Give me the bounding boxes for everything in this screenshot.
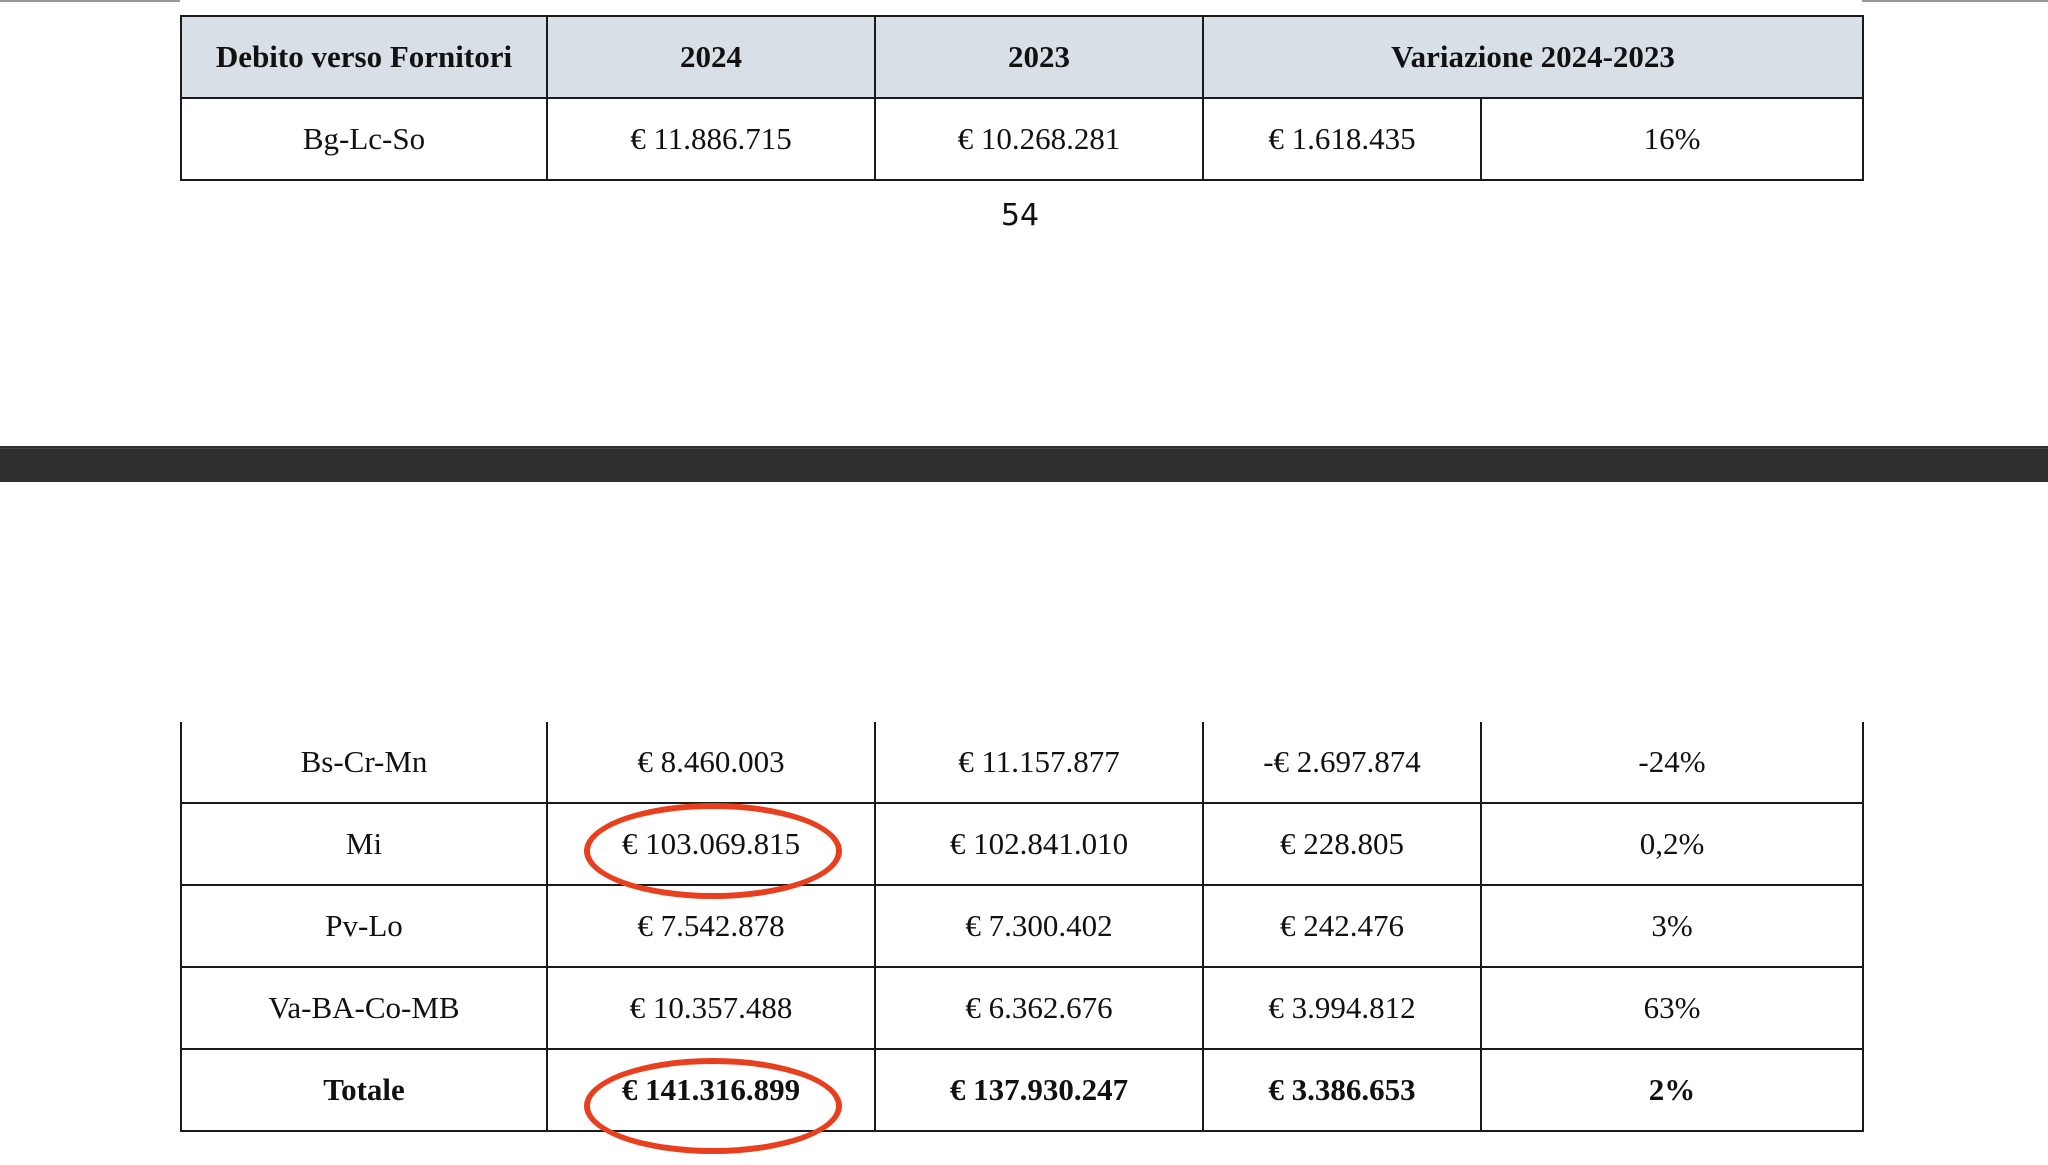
cell-2024: € 8.460.003 bbox=[546, 722, 876, 804]
table-row: Va-BA-Co-MB € 10.357.488 € 6.362.676 € 3… bbox=[180, 966, 1864, 1050]
cell-total-variation-abs: € 3.386.653 bbox=[1202, 1048, 1482, 1132]
table-row: Mi € 103.069.815 € 102.841.010 € 228.805… bbox=[180, 802, 1864, 886]
header-cell-variation: Variazione 2024-2023 bbox=[1201, 15, 1865, 99]
cell-variation-abs: € 242.476 bbox=[1202, 884, 1482, 968]
page-number: 54 bbox=[1000, 198, 1040, 233]
cell-total-label: Totale bbox=[180, 1048, 548, 1132]
cell-2023: € 6.362.676 bbox=[874, 966, 1204, 1050]
cell-2023: € 7.300.402 bbox=[874, 884, 1204, 968]
cell-2024: € 10.357.488 bbox=[546, 966, 876, 1050]
table-total-row: Totale € 141.316.899 € 137.930.247 € 3.3… bbox=[180, 1048, 1864, 1132]
page-edge-line bbox=[0, 0, 180, 2]
cell-total-2023: € 137.930.247 bbox=[874, 1048, 1204, 1132]
table-row: Bs-Cr-Mn € 8.460.003 € 11.157.877 -€ 2.6… bbox=[180, 722, 1864, 804]
cell-total-variation-pct: 2% bbox=[1480, 1048, 1864, 1132]
cell-variation-abs: € 228.805 bbox=[1202, 802, 1482, 886]
cell-2024: € 11.886.715 bbox=[546, 97, 876, 181]
cell-2024: € 103.069.815 bbox=[546, 802, 876, 886]
cell-variation-pct: 63% bbox=[1480, 966, 1864, 1050]
cell-variation-pct: 16% bbox=[1479, 97, 1865, 181]
cell-variation-abs: € 3.994.812 bbox=[1202, 966, 1482, 1050]
cell-area: Mi bbox=[180, 802, 548, 886]
cell-2023: € 11.157.877 bbox=[874, 722, 1204, 804]
cell-area: Bs-Cr-Mn bbox=[180, 722, 548, 804]
header-cell-label: Debito verso Fornitori bbox=[180, 15, 548, 99]
page-edge-line bbox=[1862, 0, 2048, 2]
cell-variation-pct: 0,2% bbox=[1480, 802, 1864, 886]
cell-2023: € 102.841.010 bbox=[874, 802, 1204, 886]
cell-variation-abs: -€ 2.697.874 bbox=[1202, 722, 1482, 804]
cell-variation-abs: € 1.618.435 bbox=[1202, 97, 1482, 181]
table-row: Pv-Lo € 7.542.878 € 7.300.402 € 242.476 … bbox=[180, 884, 1864, 968]
table-header-row: Debito verso Fornitori 2024 2023 Variazi… bbox=[180, 15, 1865, 99]
cell-area: Va-BA-Co-MB bbox=[180, 966, 548, 1050]
header-cell-2023: 2023 bbox=[874, 15, 1204, 99]
cell-variation-pct: -24% bbox=[1480, 722, 1864, 804]
header-cell-2024: 2024 bbox=[546, 15, 876, 99]
cell-variation-pct: 3% bbox=[1480, 884, 1864, 968]
cell-2023: € 10.268.281 bbox=[874, 97, 1204, 181]
pdf-page-top: Debito verso Fornitori 2024 2023 Variazi… bbox=[0, 0, 2048, 446]
supplier-debt-table-continued: Bs-Cr-Mn € 8.460.003 € 11.157.877 -€ 2.6… bbox=[180, 722, 1864, 1132]
cell-area: Pv-Lo bbox=[180, 884, 548, 968]
supplier-debt-table-header: Debito verso Fornitori 2024 2023 Variazi… bbox=[180, 15, 1865, 181]
cell-2024: € 7.542.878 bbox=[546, 884, 876, 968]
cell-total-2024: € 141.316.899 bbox=[546, 1048, 876, 1132]
page-separator bbox=[0, 446, 2048, 482]
cell-area: Bg-Lc-So bbox=[180, 97, 548, 181]
table-row: Bg-Lc-So € 11.886.715 € 10.268.281 € 1.6… bbox=[180, 97, 1865, 181]
